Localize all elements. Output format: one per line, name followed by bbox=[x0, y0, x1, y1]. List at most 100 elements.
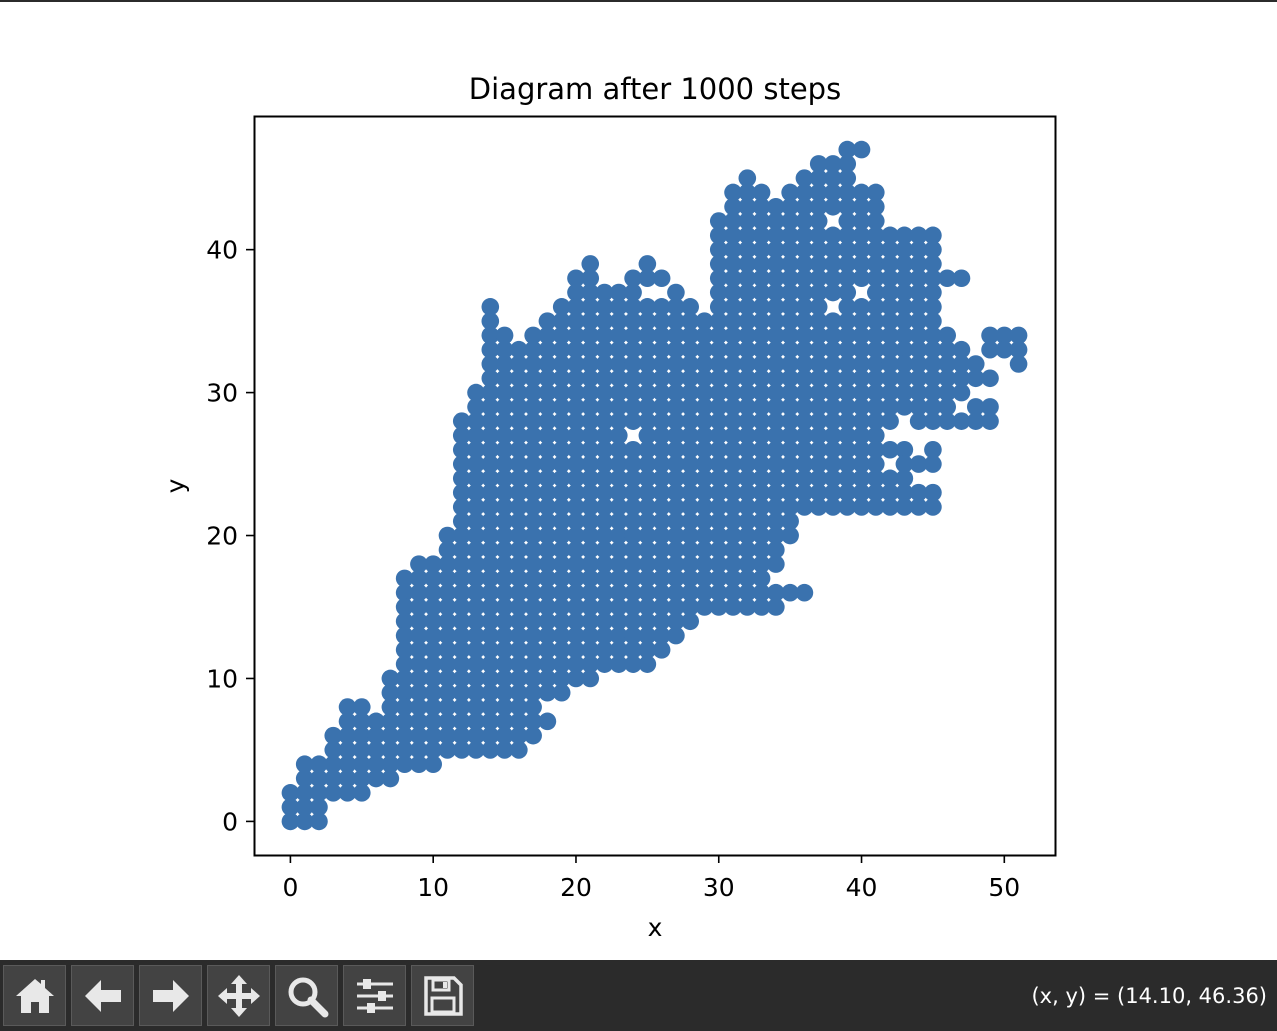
scatter-point bbox=[524, 541, 542, 559]
scatter-point bbox=[452, 555, 471, 573]
scatter-point bbox=[610, 369, 628, 388]
scatter-point bbox=[538, 641, 557, 659]
scatter-point bbox=[638, 369, 657, 388]
scatter-point bbox=[638, 612, 657, 631]
scatter-point bbox=[895, 398, 914, 416]
scatter-point bbox=[995, 340, 1014, 359]
scatter-point bbox=[395, 741, 414, 759]
scatter-point bbox=[638, 440, 657, 459]
scatter-point bbox=[467, 412, 485, 430]
scatter-point bbox=[838, 183, 857, 202]
back-button[interactable] bbox=[71, 965, 134, 1026]
configure-subplots-button[interactable] bbox=[343, 965, 406, 1026]
scatter-point bbox=[881, 255, 899, 273]
scatter-point bbox=[952, 369, 971, 388]
scatter-point bbox=[567, 283, 585, 302]
scatter-point bbox=[781, 283, 799, 302]
scatter-point bbox=[552, 612, 571, 631]
scatter-point bbox=[552, 298, 571, 316]
scatter-point bbox=[595, 526, 614, 545]
y-tick-label: 20 bbox=[206, 522, 238, 551]
scatter-point bbox=[438, 626, 457, 645]
scatter-point bbox=[295, 769, 314, 788]
scatter-point bbox=[795, 169, 814, 187]
scatter-point bbox=[952, 412, 971, 430]
scatter-point bbox=[452, 455, 471, 473]
scatter-point bbox=[610, 526, 628, 545]
scatter-point bbox=[524, 583, 542, 602]
scatter-point bbox=[838, 169, 857, 187]
scatter-point bbox=[567, 541, 585, 559]
scatter-point bbox=[767, 512, 785, 531]
scatter-point bbox=[667, 283, 685, 302]
scatter-point bbox=[881, 469, 899, 488]
scatter-point bbox=[667, 412, 685, 430]
scatter-point bbox=[638, 641, 657, 659]
scatter-point bbox=[738, 598, 757, 616]
scatter-point bbox=[510, 712, 528, 731]
scatter-point bbox=[724, 283, 742, 302]
scatter-point bbox=[709, 569, 728, 588]
scatter-point bbox=[852, 498, 871, 516]
scatter-point bbox=[695, 440, 714, 459]
scatter-point bbox=[538, 712, 557, 731]
scatter-point bbox=[467, 669, 485, 688]
scatter-point bbox=[410, 669, 428, 688]
scatter-point bbox=[881, 226, 899, 245]
scatter-point bbox=[652, 269, 671, 288]
scatter-point bbox=[824, 412, 842, 430]
scatter-point bbox=[524, 683, 542, 702]
forward-button[interactable] bbox=[139, 965, 202, 1026]
scatter-point bbox=[467, 555, 485, 573]
scatter-point bbox=[809, 298, 828, 316]
scatter-point bbox=[795, 498, 814, 516]
scatter-point bbox=[938, 398, 956, 416]
scatter-point bbox=[767, 255, 785, 273]
scatter-point bbox=[852, 383, 871, 402]
x-tick-label: 0 bbox=[282, 873, 298, 902]
scatter-point bbox=[581, 440, 600, 459]
scatter-point bbox=[552, 669, 571, 688]
scatter-point bbox=[738, 483, 757, 502]
scatter-point bbox=[524, 426, 542, 445]
scatter-point bbox=[638, 298, 657, 316]
scatter-point bbox=[581, 512, 600, 531]
scatter-point bbox=[867, 283, 885, 302]
scatter-point bbox=[395, 726, 414, 745]
scatter-point bbox=[610, 655, 628, 673]
scatter-point bbox=[867, 498, 885, 516]
scatter-point bbox=[495, 669, 514, 688]
scatter-point bbox=[709, 541, 728, 559]
scatter-point bbox=[667, 440, 685, 459]
save-button[interactable] bbox=[411, 965, 474, 1026]
figure-canvas: Diagram after 1000 steps 0 10 20 30 40 50 0 10… bbox=[161, 72, 1057, 942]
scatter-point bbox=[695, 398, 714, 416]
scatter-point bbox=[824, 355, 842, 373]
scatter-point bbox=[767, 426, 785, 445]
scatter-point bbox=[452, 412, 471, 430]
scatter-point bbox=[809, 469, 828, 488]
scatter-point bbox=[567, 526, 585, 545]
scatter-point bbox=[338, 698, 357, 716]
scatter-point bbox=[424, 741, 442, 759]
pan-button[interactable] bbox=[207, 965, 270, 1026]
zoom-button[interactable] bbox=[275, 965, 338, 1026]
scatter-point bbox=[838, 383, 857, 402]
scatter-point bbox=[852, 212, 871, 230]
home-button[interactable] bbox=[3, 965, 66, 1026]
scatter-point bbox=[767, 369, 785, 388]
scatter-point bbox=[895, 326, 914, 345]
scatter-point bbox=[695, 455, 714, 473]
scatter-point bbox=[467, 469, 485, 488]
scatter-point bbox=[510, 669, 528, 688]
scatter-point bbox=[481, 569, 500, 588]
scatter-point bbox=[852, 469, 871, 488]
scatter-point bbox=[924, 326, 942, 345]
scatter-point bbox=[495, 340, 514, 359]
scatter-point bbox=[767, 526, 785, 545]
scatter-point bbox=[467, 712, 485, 731]
scatter-point bbox=[838, 255, 857, 273]
scatter-point bbox=[638, 583, 657, 602]
scatter-point bbox=[795, 412, 814, 430]
scatter-point bbox=[695, 541, 714, 559]
